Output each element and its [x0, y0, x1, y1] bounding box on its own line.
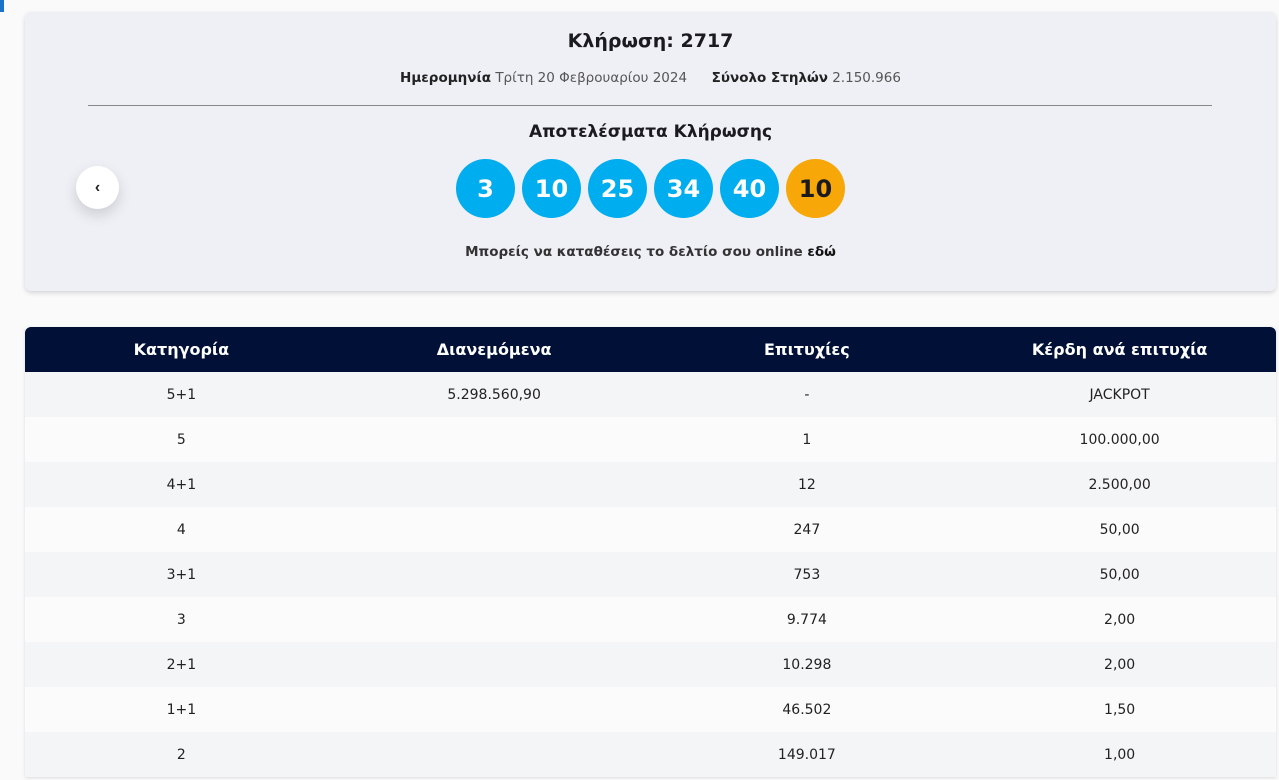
table-row: 3 9.774 2,00 — [25, 597, 1276, 642]
online-link[interactable]: εδώ — [807, 244, 836, 260]
table-row: 5 1 100.000,00 — [25, 417, 1276, 462]
category-cell: 3 — [25, 597, 338, 642]
category-cell: 5 — [25, 417, 338, 462]
draw-card: Κλήρωση: 2717 Ημερομηνία Τρίτη 20 Φεβρου… — [25, 12, 1276, 291]
ball: 3 — [456, 159, 515, 218]
category-cell: 2 — [25, 732, 338, 777]
table-row: 4+1 12 2.500,00 — [25, 462, 1276, 507]
balls: 3 10 25 34 40 10 — [25, 159, 1276, 218]
date-label: Ημερομηνία — [400, 70, 492, 86]
category-cell: 5+1 — [25, 372, 338, 417]
winners-cell: 9.774 — [650, 597, 964, 642]
ball: 25 — [588, 159, 647, 218]
distributed-cell — [337, 552, 651, 597]
prize-cell: JACKPOT — [963, 372, 1276, 417]
table-row: 1+1 46.502 1,50 — [25, 687, 1276, 732]
prize-cell: 2,00 — [963, 642, 1276, 687]
winners-cell: 12 — [650, 462, 964, 507]
category-cell: 3+1 — [25, 552, 338, 597]
prize-table: Κατηγορία Διανεμόμενα Επιτυχίες Κέρδη ανά ε… — [25, 327, 1276, 777]
winners-cell: 46.502 — [650, 687, 964, 732]
divider — [88, 105, 1212, 106]
distributed-cell: 5.298.560,90 — [337, 372, 651, 417]
distributed-cell — [337, 732, 651, 777]
winners-cell: 753 — [650, 552, 964, 597]
distributed-cell — [337, 687, 651, 732]
columns: 2.150.966 — [832, 70, 901, 86]
prize-cell: 1,00 — [963, 732, 1276, 777]
prize-cell: 2.500,00 — [963, 462, 1276, 507]
winners-cell: 149.017 — [650, 732, 964, 777]
winners-cell: - — [650, 372, 964, 417]
column-header: Κατηγορία — [25, 327, 338, 372]
category-cell: 2+1 — [25, 642, 338, 687]
table-row: 2 149.017 1,00 — [25, 732, 1276, 777]
column-header: Κέρδη ανά επιτυχία — [963, 327, 1276, 372]
bonus-ball: 10 — [786, 159, 845, 218]
distributed-cell — [337, 642, 651, 687]
winners-cell: 247 — [650, 507, 964, 552]
date: Τρίτη 20 Φεβρουαρίου 2024 — [495, 70, 688, 86]
note-text: Μπορείς να καταθέσεις το δελτίο σου onli… — [465, 244, 803, 260]
table-header: Κατηγορία Διανεμόμενα Επιτυχίες Κέρδη ανά ε… — [25, 327, 1276, 372]
table-row: 3+1 753 50,00 — [25, 552, 1276, 597]
edge-bar — [0, 0, 4, 12]
table-row: 5+1 5.298.560,90- JACKPOT — [25, 372, 1276, 417]
category-cell: 1+1 — [25, 687, 338, 732]
winners-cell: 1 — [650, 417, 964, 462]
ball: 34 — [654, 159, 713, 218]
draw-title: Κλήρωση: 2717 — [567, 30, 734, 52]
table-body: 5+1 5.298.560,90- JACKPOT 5 1 100.000,00 4+1 12… — [25, 372, 1276, 777]
category-cell: 4 — [25, 507, 338, 552]
columns-label: Σύνολο Στηλών — [711, 70, 828, 86]
ball: 10 — [522, 159, 581, 218]
prize-cell: 1,50 — [963, 687, 1276, 732]
distributed-cell — [337, 417, 651, 462]
draw-meta: Ημερομηνία Τρίτη 20 Φεβρουαρίου 2024 Σύν… — [25, 70, 1276, 86]
prize-cell: 2,00 — [963, 597, 1276, 642]
prize-cell: 50,00 — [963, 552, 1276, 597]
prize-cell: 100.000,00 — [963, 417, 1276, 462]
winners-cell: 10.298 — [650, 642, 964, 687]
column-header: Επιτυχίες — [650, 327, 964, 372]
table-row: 2+1 10.298 2,00 — [25, 642, 1276, 687]
table-row: 4 247 50,00 — [25, 507, 1276, 552]
distributed-cell — [337, 597, 651, 642]
category-cell: 4+1 — [25, 462, 338, 507]
distributed-cell — [337, 462, 651, 507]
prize-cell: 50,00 — [963, 507, 1276, 552]
column-header: Διανεμόμενα — [337, 327, 651, 372]
distributed-cell — [337, 507, 651, 552]
results-title: Αποτελέσματα Κλήρωσης — [528, 122, 773, 142]
previous-button[interactable]: ‹ — [76, 166, 119, 209]
ball: 40 — [720, 159, 779, 218]
online-note: Μπορείς να καταθέσεις το δελτίο σου onli… — [25, 244, 1276, 260]
